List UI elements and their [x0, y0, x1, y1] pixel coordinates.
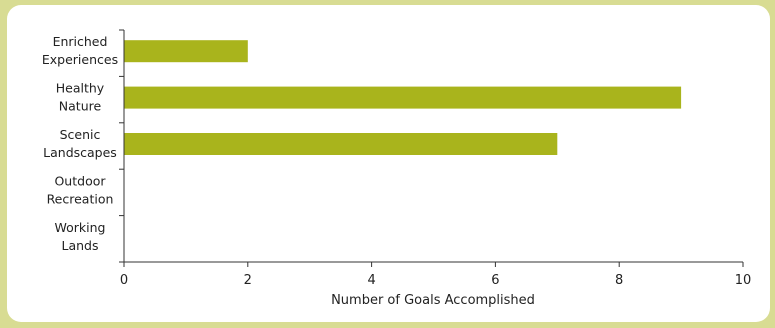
category-label: Lands	[62, 238, 99, 253]
category-label: Healthy	[56, 81, 105, 96]
bar-scenic-landscapes	[124, 133, 558, 155]
bar-healthy-nature	[124, 86, 682, 109]
bars-group	[124, 40, 682, 155]
category-label: Enriched	[53, 34, 108, 49]
category-label: Nature	[59, 99, 102, 114]
x-tick-label: 6	[491, 273, 499, 288]
bar-enriched-experiences	[124, 40, 248, 63]
axes-group	[123, 30, 743, 263]
ticks-group: 0 2 4 6 8 10	[119, 29, 752, 288]
x-tick-label: 0	[120, 273, 128, 288]
category-label: Experiences	[42, 52, 118, 67]
labels-group: Enriched Experiences Healthy Nature Scenic La…	[42, 34, 118, 253]
x-tick-label: 10	[735, 273, 752, 288]
x-tick-label: 4	[367, 273, 375, 288]
category-label: Recreation	[47, 191, 114, 206]
x-axis-title: Number of Goals Accomplished	[331, 293, 535, 308]
category-label: Scenic	[60, 127, 101, 142]
x-tick-label: 2	[244, 273, 252, 288]
category-label: Landscapes	[43, 145, 117, 160]
x-tick-label: 8	[615, 273, 623, 288]
category-label: Outdoor	[54, 173, 106, 188]
category-label: Working	[55, 220, 106, 235]
